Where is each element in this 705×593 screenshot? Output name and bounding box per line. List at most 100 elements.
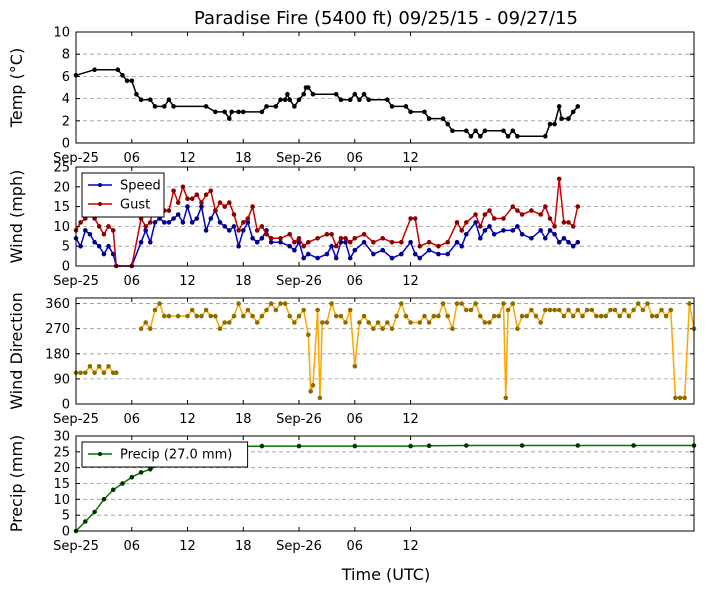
data-point (106, 224, 111, 229)
data-point (166, 220, 172, 225)
data-point (148, 239, 153, 245)
data-point (217, 200, 223, 205)
data-point (398, 239, 404, 245)
y-axis-label: Temp (°C) (7, 48, 26, 128)
data-point (254, 239, 260, 245)
y-tick-label: 0 (62, 525, 70, 540)
x-tick-label: Sep-25 (53, 151, 99, 166)
data-point (403, 313, 409, 319)
data-point (663, 313, 669, 319)
data-point (519, 443, 525, 448)
data-point (324, 251, 330, 257)
data-point (445, 239, 451, 245)
data-point (78, 243, 83, 249)
data-point (231, 224, 237, 229)
data-point (199, 204, 204, 209)
data-point (417, 320, 423, 325)
data-point (510, 204, 516, 209)
data-point (236, 301, 241, 306)
data-point (189, 220, 195, 225)
data-point (166, 208, 172, 213)
data-point (175, 200, 181, 205)
y-tick-label: 15 (53, 200, 70, 215)
data-point (347, 255, 353, 261)
data-point (463, 220, 469, 225)
data-point (371, 251, 376, 257)
data-point (654, 313, 660, 319)
data-point (408, 320, 413, 325)
data-point (185, 204, 190, 209)
data-point (491, 313, 497, 319)
data-point (542, 134, 548, 139)
plot-frame (75, 31, 695, 144)
y-tick-label: 2 (62, 114, 70, 129)
data-point (580, 313, 585, 319)
data-point (254, 228, 260, 233)
data-point (250, 313, 255, 319)
data-point (375, 320, 381, 325)
data-point (505, 307, 511, 313)
data-point (101, 232, 107, 237)
data-point (185, 196, 190, 201)
data-point (148, 97, 153, 102)
data-point (426, 239, 432, 245)
data-point (440, 301, 446, 306)
data-point (361, 313, 367, 319)
data-point (561, 220, 567, 225)
data-point (292, 239, 297, 245)
data-point (491, 216, 497, 221)
data-point (561, 313, 567, 319)
data-point (394, 313, 399, 319)
data-point (473, 301, 478, 306)
data-point (301, 91, 307, 97)
data-point (529, 236, 534, 241)
data-point (575, 307, 581, 313)
legend-label: Gust (120, 198, 150, 213)
data-point (96, 224, 102, 229)
data-point (445, 313, 451, 319)
data-point (473, 220, 478, 225)
data-point (175, 313, 181, 319)
y-tick-label: 20 (53, 461, 70, 476)
data-point (305, 239, 311, 245)
data-point (124, 78, 130, 84)
data-point (384, 320, 390, 325)
data-point (213, 313, 218, 319)
data-point (463, 307, 469, 313)
data-point (515, 208, 520, 213)
data-point (473, 212, 478, 217)
data-point (631, 443, 636, 448)
data-point (227, 116, 232, 121)
data-point (329, 243, 334, 249)
data-point (278, 236, 283, 241)
data-point (594, 313, 599, 319)
data-point (259, 443, 265, 449)
data-point (454, 301, 460, 306)
data-point (515, 224, 520, 229)
data-point (366, 97, 372, 102)
data-point (482, 128, 488, 134)
data-point (162, 104, 167, 109)
plot-frame (75, 435, 695, 532)
data-point (533, 313, 539, 319)
data-point (222, 109, 227, 115)
data-point (547, 228, 553, 233)
data-point (152, 220, 158, 225)
data-point (505, 134, 511, 139)
y-tick-label: 10 (53, 220, 70, 235)
data-point (301, 307, 307, 313)
data-point (468, 307, 474, 313)
legend-label: Precip (27.0 mm) (120, 448, 232, 463)
data-point (180, 220, 186, 225)
data-point (347, 307, 353, 313)
data-point (324, 320, 330, 325)
data-point (561, 236, 567, 241)
y-tick-label: 15 (53, 477, 70, 492)
data-point (352, 91, 358, 97)
data-point (213, 208, 218, 213)
data-point (278, 97, 283, 102)
data-point (138, 239, 144, 245)
data-point (338, 313, 344, 319)
